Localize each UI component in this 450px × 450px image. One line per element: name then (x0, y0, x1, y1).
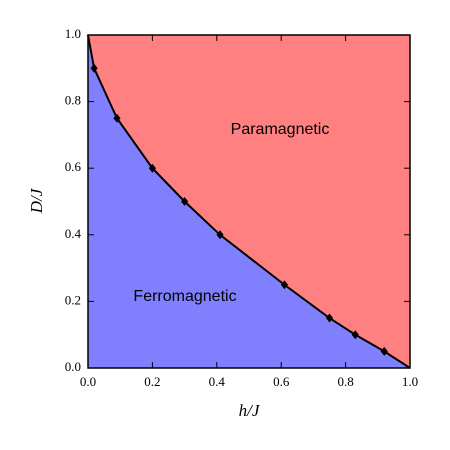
y-axis-label: D/J (27, 187, 46, 214)
x-tick-label: 0.0 (80, 374, 96, 389)
plot-frame (87, 34, 411, 369)
marker (90, 63, 98, 73)
y-tick-label: 0.4 (65, 226, 82, 241)
region-label: Paramagnetic (231, 121, 330, 138)
marker (113, 113, 121, 123)
marker (148, 163, 156, 173)
y-tick-label: 0.2 (65, 292, 81, 307)
marker (216, 230, 224, 240)
region-above (88, 35, 410, 368)
y-tick-label: 0.6 (65, 159, 82, 174)
y-tick-label: 0.0 (65, 359, 81, 374)
x-tick-label: 0.6 (273, 374, 290, 389)
y-tick-label: 0.8 (65, 93, 81, 108)
x-tick-label: 1.0 (402, 374, 418, 389)
x-axis-label: h/J (239, 401, 261, 420)
x-tick-label: 0.8 (337, 374, 353, 389)
marker (280, 280, 289, 290)
region-below (88, 35, 410, 368)
x-tick-label: 0.2 (144, 374, 160, 389)
marker (325, 313, 334, 323)
marker (181, 197, 189, 206)
marker (351, 330, 359, 340)
region-label: Ferromagnetic (133, 288, 236, 305)
marker (380, 346, 388, 356)
x-tick-label: 0.4 (209, 374, 226, 389)
y-tick-label: 1.0 (65, 26, 81, 41)
